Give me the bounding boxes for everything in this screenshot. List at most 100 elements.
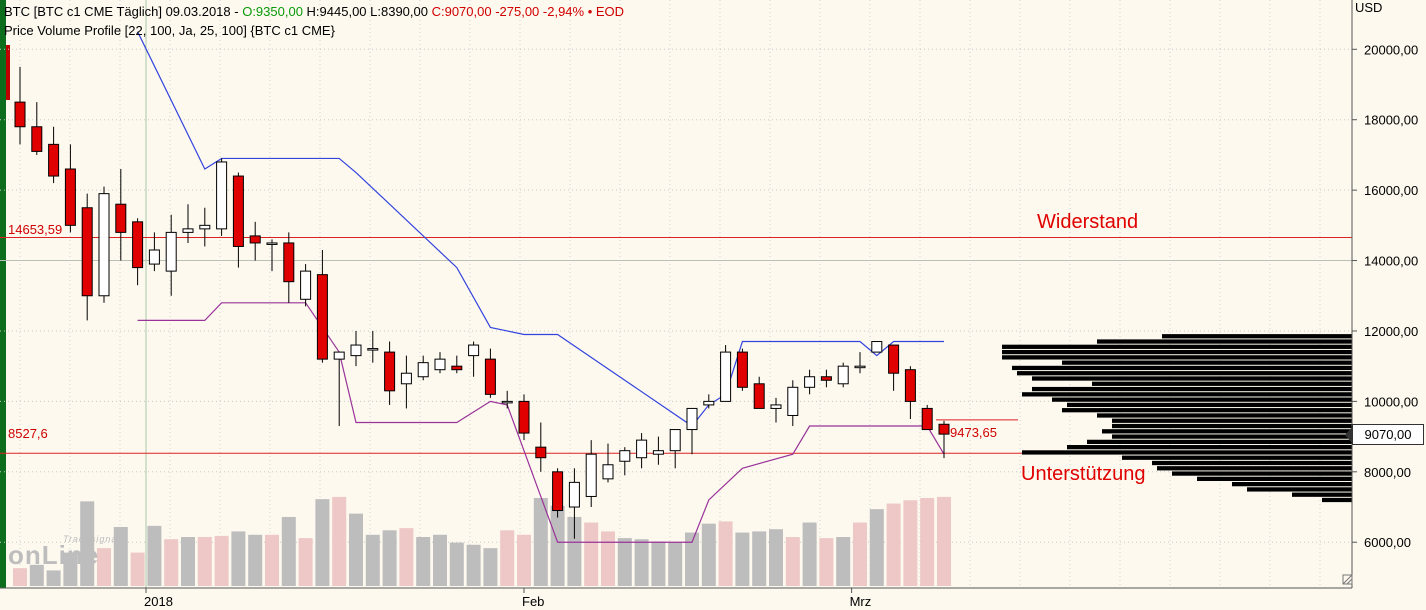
volume-profile-row <box>1292 492 1352 497</box>
candle <box>148 232 160 272</box>
volume-profile-row <box>1062 408 1352 413</box>
candle <box>871 341 883 353</box>
candle <box>669 429 681 469</box>
candle <box>686 407 698 455</box>
candle <box>535 422 547 472</box>
volume-bar <box>533 498 548 586</box>
volume-bar <box>701 523 716 586</box>
candle <box>468 341 480 377</box>
candle <box>333 351 345 427</box>
volume-profile-row <box>1017 371 1352 376</box>
candle <box>568 468 580 539</box>
candle <box>232 172 244 268</box>
candle <box>518 394 530 441</box>
price-tick-label: 12000,00 <box>1364 324 1418 339</box>
candle <box>31 102 43 155</box>
volume-bar <box>601 531 615 586</box>
volume-bar <box>517 534 531 586</box>
candle-body <box>753 383 765 409</box>
volume-profile-row <box>1152 460 1352 466</box>
volume-bar <box>483 548 498 586</box>
volume-bar <box>97 548 111 586</box>
candle-body <box>115 203 127 233</box>
candle <box>417 355 429 381</box>
volume-bar <box>735 532 750 586</box>
candle-body <box>686 407 698 431</box>
candle-body <box>384 351 396 392</box>
price-axis <box>1352 0 1426 610</box>
volume-bar <box>500 530 515 586</box>
candle-body <box>300 270 312 300</box>
price-tick-label: 6000,00 <box>1364 535 1411 550</box>
candle-body <box>736 351 748 388</box>
volume-profile-row <box>1022 392 1352 397</box>
volume-profile-row <box>1112 418 1352 423</box>
volume-bar <box>332 496 347 586</box>
candle-body <box>501 400 513 404</box>
volume-bar <box>886 503 901 586</box>
left-edge-candle <box>6 45 10 100</box>
volume-bar <box>29 564 44 586</box>
candle-body <box>770 404 782 409</box>
volume-bar <box>130 552 145 586</box>
candle <box>703 394 715 409</box>
volume-profile-row <box>1012 365 1352 371</box>
candle-body <box>854 365 866 369</box>
candle <box>736 348 748 391</box>
volume-bar <box>853 522 867 586</box>
resistance-annotation: Widerstand <box>1037 211 1139 233</box>
volume-bar <box>449 542 464 586</box>
candle <box>501 390 513 409</box>
volume-bar <box>46 570 61 586</box>
volume-profile-row <box>1022 450 1352 455</box>
candle <box>820 369 832 388</box>
time-tick-label: Feb <box>522 594 544 609</box>
volume-profile-row <box>1032 376 1352 381</box>
candle <box>316 249 328 363</box>
header-close: C:9070,00 -275,00 -2,94% • EOD <box>431 4 625 19</box>
volume-bar <box>836 537 851 586</box>
volume-bar <box>164 539 179 586</box>
volume-bar <box>920 498 935 586</box>
volume-bar <box>769 529 783 586</box>
volume-profile-row <box>1032 386 1352 392</box>
current-price-label: 9070,00 <box>1345 424 1424 445</box>
resize-grip-box <box>1342 574 1353 585</box>
candle-body <box>720 351 732 402</box>
volume-bar <box>265 534 279 586</box>
volume-bar <box>634 539 649 586</box>
candle-body <box>451 365 463 371</box>
poc-level-label: 9473,65 <box>950 425 997 440</box>
candle <box>216 158 228 236</box>
volume-profile-row <box>1092 381 1352 386</box>
candle-body <box>468 344 480 357</box>
volume-profile-row <box>1052 397 1352 402</box>
left-edge-bar <box>0 0 6 588</box>
candle <box>48 126 60 184</box>
candle-body <box>64 168 76 226</box>
upper-band-line <box>137 31 944 427</box>
tradesignal-logo: onLine Tradesignal <box>8 534 119 571</box>
candle <box>367 330 379 363</box>
candle-body <box>81 207 93 297</box>
volume-bar <box>785 537 800 586</box>
candle-body <box>837 365 849 385</box>
candle <box>132 218 144 286</box>
volume-bar <box>349 513 363 586</box>
volume-bar <box>937 496 951 586</box>
volume-profile-row <box>1162 334 1352 339</box>
candle-body <box>434 358 446 371</box>
candle <box>300 264 312 307</box>
volume-bar <box>903 500 918 586</box>
price-tick-label: 20000,00 <box>1364 42 1418 57</box>
candle-body <box>98 193 110 297</box>
candle-body <box>165 231 177 272</box>
candle <box>552 468 564 518</box>
candle <box>115 169 127 261</box>
candle-body <box>132 221 144 269</box>
candle-body <box>249 235 261 244</box>
volume-bar <box>550 505 565 586</box>
candle <box>619 447 631 476</box>
